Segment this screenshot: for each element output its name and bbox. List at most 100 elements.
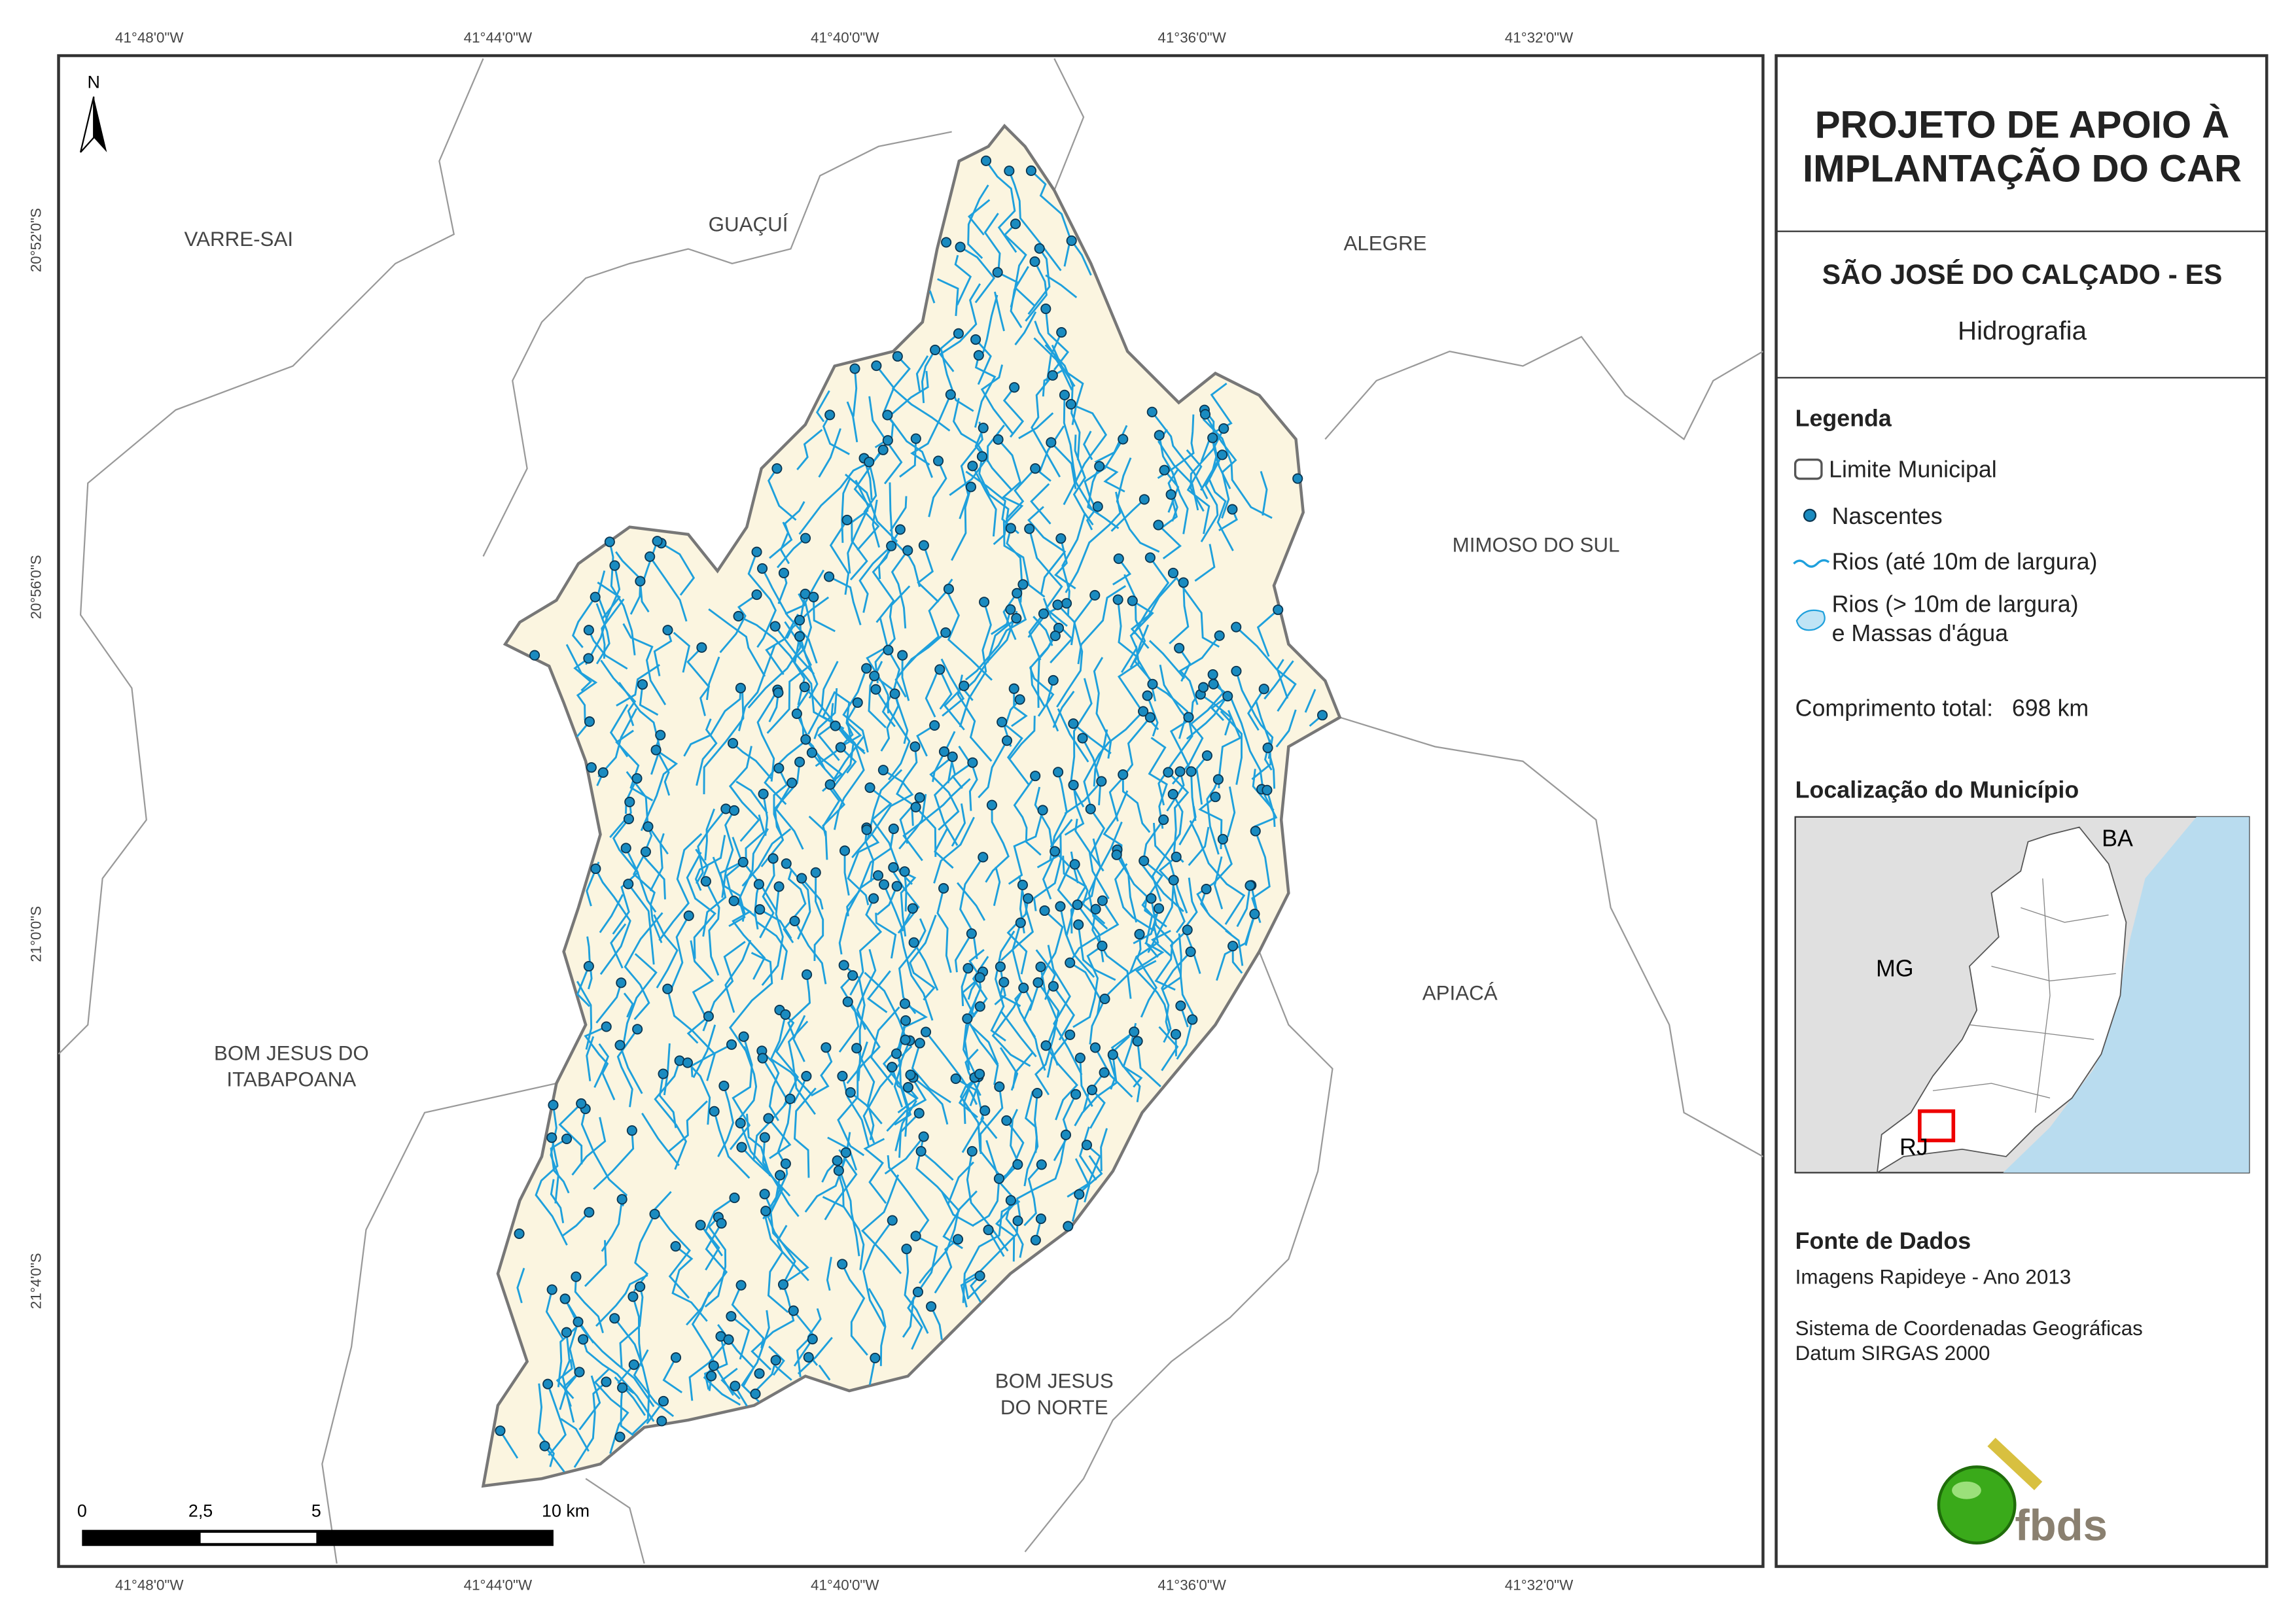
- river: [875, 913, 897, 959]
- spring: [754, 904, 766, 915]
- legend-symbol: [1793, 559, 1830, 568]
- river: [1027, 506, 1067, 594]
- spring: [915, 1145, 927, 1157]
- river: [1008, 810, 1044, 885]
- spring: [708, 1360, 719, 1371]
- spring: [750, 1388, 761, 1399]
- river: [610, 923, 627, 969]
- river: [1057, 708, 1089, 763]
- river: [967, 184, 989, 259]
- spring: [1163, 767, 1174, 778]
- region-label: VARRE-SAI: [185, 228, 294, 251]
- spring: [775, 1170, 786, 1181]
- spring: [1107, 1049, 1118, 1060]
- spring: [877, 765, 889, 776]
- river: [1190, 771, 1197, 822]
- river: [847, 480, 870, 574]
- spring: [770, 1355, 781, 1366]
- river: [966, 1151, 1009, 1252]
- spring: [791, 708, 802, 720]
- river: [556, 1359, 574, 1399]
- spring: [1074, 1189, 1085, 1200]
- river: [818, 428, 841, 478]
- river: [1062, 856, 1087, 913]
- spring: [979, 597, 990, 608]
- river: [774, 761, 804, 850]
- spring: [794, 631, 805, 642]
- river: [735, 780, 768, 814]
- river: [1072, 434, 1094, 526]
- river: [586, 936, 593, 990]
- river: [623, 992, 634, 1018]
- river: [649, 833, 665, 892]
- river: [654, 735, 671, 796]
- river: [889, 496, 908, 532]
- river: [881, 649, 901, 727]
- river: [706, 656, 720, 701]
- spring: [635, 576, 646, 587]
- river: [622, 952, 658, 1044]
- river: [842, 668, 869, 753]
- logo-text: fbds: [2015, 1501, 2108, 1550]
- spring: [841, 514, 853, 525]
- longitude-label: 41°44'0"W: [464, 29, 533, 46]
- river: [933, 816, 975, 884]
- spring: [604, 536, 615, 548]
- river: [595, 1274, 648, 1327]
- river: [597, 582, 621, 620]
- spring: [1023, 893, 1034, 904]
- spring: [620, 843, 631, 854]
- river: [972, 465, 997, 537]
- river: [898, 794, 927, 850]
- river: [1057, 604, 1076, 646]
- spring: [910, 1230, 921, 1242]
- spring: [728, 738, 739, 749]
- spring: [1201, 750, 1212, 761]
- spring: [735, 682, 746, 693]
- spring: [871, 360, 882, 372]
- spring: [571, 1271, 582, 1282]
- river: [1200, 451, 1219, 543]
- legend-symbol: [1793, 459, 1823, 480]
- river: [1079, 1058, 1093, 1108]
- river: [966, 1018, 999, 1085]
- spring: [696, 642, 707, 653]
- river: [1107, 1035, 1131, 1090]
- spring: [806, 747, 817, 758]
- region-label: ALEGRE: [1343, 232, 1426, 255]
- boundary: [321, 1082, 557, 1564]
- spring: [1183, 712, 1194, 723]
- river: [1263, 660, 1294, 700]
- river: [728, 746, 760, 842]
- spring: [759, 1132, 770, 1143]
- longitude-label: 41°48'0"W: [115, 29, 184, 46]
- river: [599, 894, 624, 934]
- spring: [758, 788, 769, 799]
- river: [913, 942, 939, 991]
- river: [884, 1136, 925, 1175]
- spring: [1097, 940, 1108, 951]
- river: [1147, 880, 1175, 953]
- spring: [1222, 691, 1233, 702]
- spring: [967, 461, 978, 472]
- spring: [1072, 899, 1083, 911]
- river: [961, 977, 981, 1017]
- river: [764, 1210, 796, 1291]
- location-title: Localização do Município: [1795, 777, 2079, 803]
- spring: [891, 1048, 902, 1059]
- river: [654, 1060, 688, 1170]
- spring: [993, 434, 1004, 445]
- river: [1148, 737, 1168, 829]
- river: [624, 912, 663, 1021]
- river: [912, 1076, 949, 1125]
- river: [929, 756, 960, 831]
- spring: [1068, 779, 1079, 791]
- river: [801, 877, 824, 910]
- river: [1093, 657, 1112, 759]
- legend-label: Limite Municipal: [1829, 457, 1997, 483]
- river: [756, 689, 779, 782]
- spring: [845, 1087, 856, 1098]
- spring: [967, 757, 978, 768]
- river: [997, 271, 1019, 308]
- river: [1117, 599, 1154, 686]
